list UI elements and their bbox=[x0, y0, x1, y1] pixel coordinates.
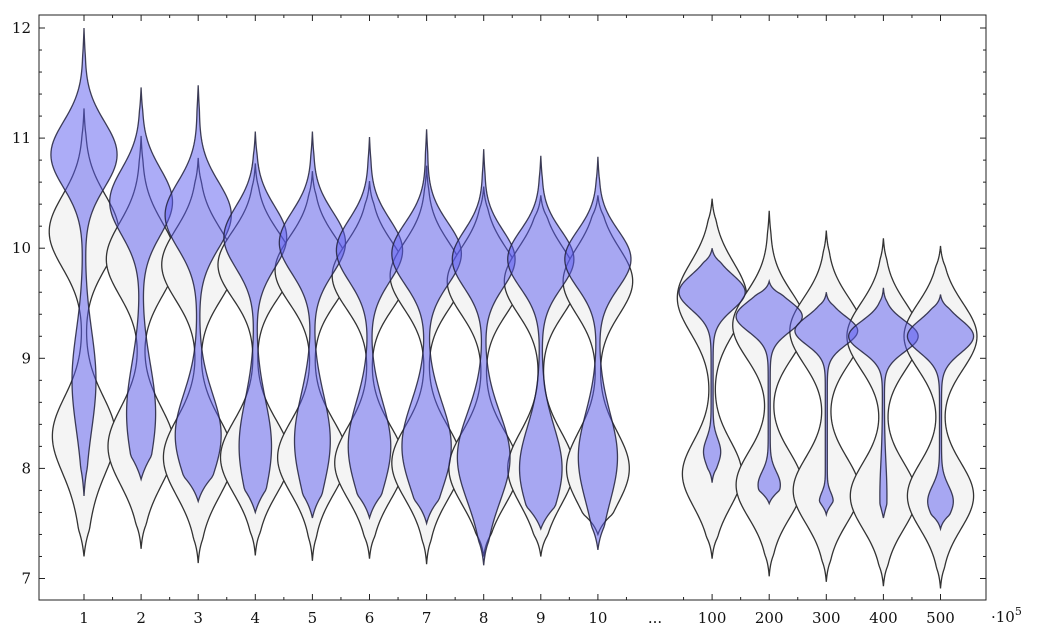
x-tick-label: 500 bbox=[926, 609, 955, 627]
x-axis-multiplier-exponent: 5 bbox=[1015, 605, 1022, 618]
accent-violin-9 bbox=[507, 155, 575, 531]
accent-violin-4 bbox=[223, 131, 288, 515]
x-tick-label: 100 bbox=[698, 609, 727, 627]
y-tick-label: 9 bbox=[21, 349, 31, 367]
y-tick-label: 7 bbox=[21, 570, 31, 588]
x-tick-label: 300 bbox=[812, 609, 841, 627]
accent-violin-400 bbox=[847, 287, 919, 519]
y-tick-label: 8 bbox=[21, 459, 31, 477]
accent-violin-1 bbox=[50, 27, 118, 496]
x-tick-label: 3 bbox=[193, 609, 203, 627]
accent-violin-100 bbox=[678, 248, 746, 483]
accent-violin-8 bbox=[451, 149, 516, 566]
x-tick-label: 7 bbox=[422, 609, 432, 627]
accent-violin-300 bbox=[794, 292, 859, 518]
accent-violin-200 bbox=[735, 278, 803, 506]
x-tick-label: 5 bbox=[308, 609, 318, 627]
y-tick-label: 12 bbox=[12, 19, 31, 37]
accent-violin-500 bbox=[906, 294, 975, 532]
y-tick-label: 10 bbox=[12, 239, 31, 257]
x-tick-label: 200 bbox=[755, 609, 784, 627]
x-axis-multiplier: ·105 bbox=[991, 605, 1022, 626]
x-tick-label: 4 bbox=[251, 609, 261, 627]
x-tick-label: 6 bbox=[365, 609, 375, 627]
x-tick-label: 8 bbox=[479, 609, 489, 627]
x-tick-labels: 1 2 3 4 5 6 7 8 9 10... 100 200 300 400 500 bbox=[79, 609, 955, 627]
y-tick-labels: 7 8 9 10 11 12 bbox=[12, 19, 31, 588]
x-tick-label: ... bbox=[648, 609, 662, 627]
x-tick-label: 9 bbox=[536, 609, 546, 627]
axis-frame bbox=[38, 14, 987, 601]
x-tick-label: 1 bbox=[79, 609, 89, 627]
accent-violin-10 bbox=[564, 156, 632, 550]
x-tick-label: 400 bbox=[869, 609, 898, 627]
accent-violins bbox=[50, 27, 975, 566]
y-tick-label: 11 bbox=[12, 129, 31, 147]
x-tick-label: 10 bbox=[588, 609, 607, 627]
x-tick-label: 2 bbox=[136, 609, 146, 627]
